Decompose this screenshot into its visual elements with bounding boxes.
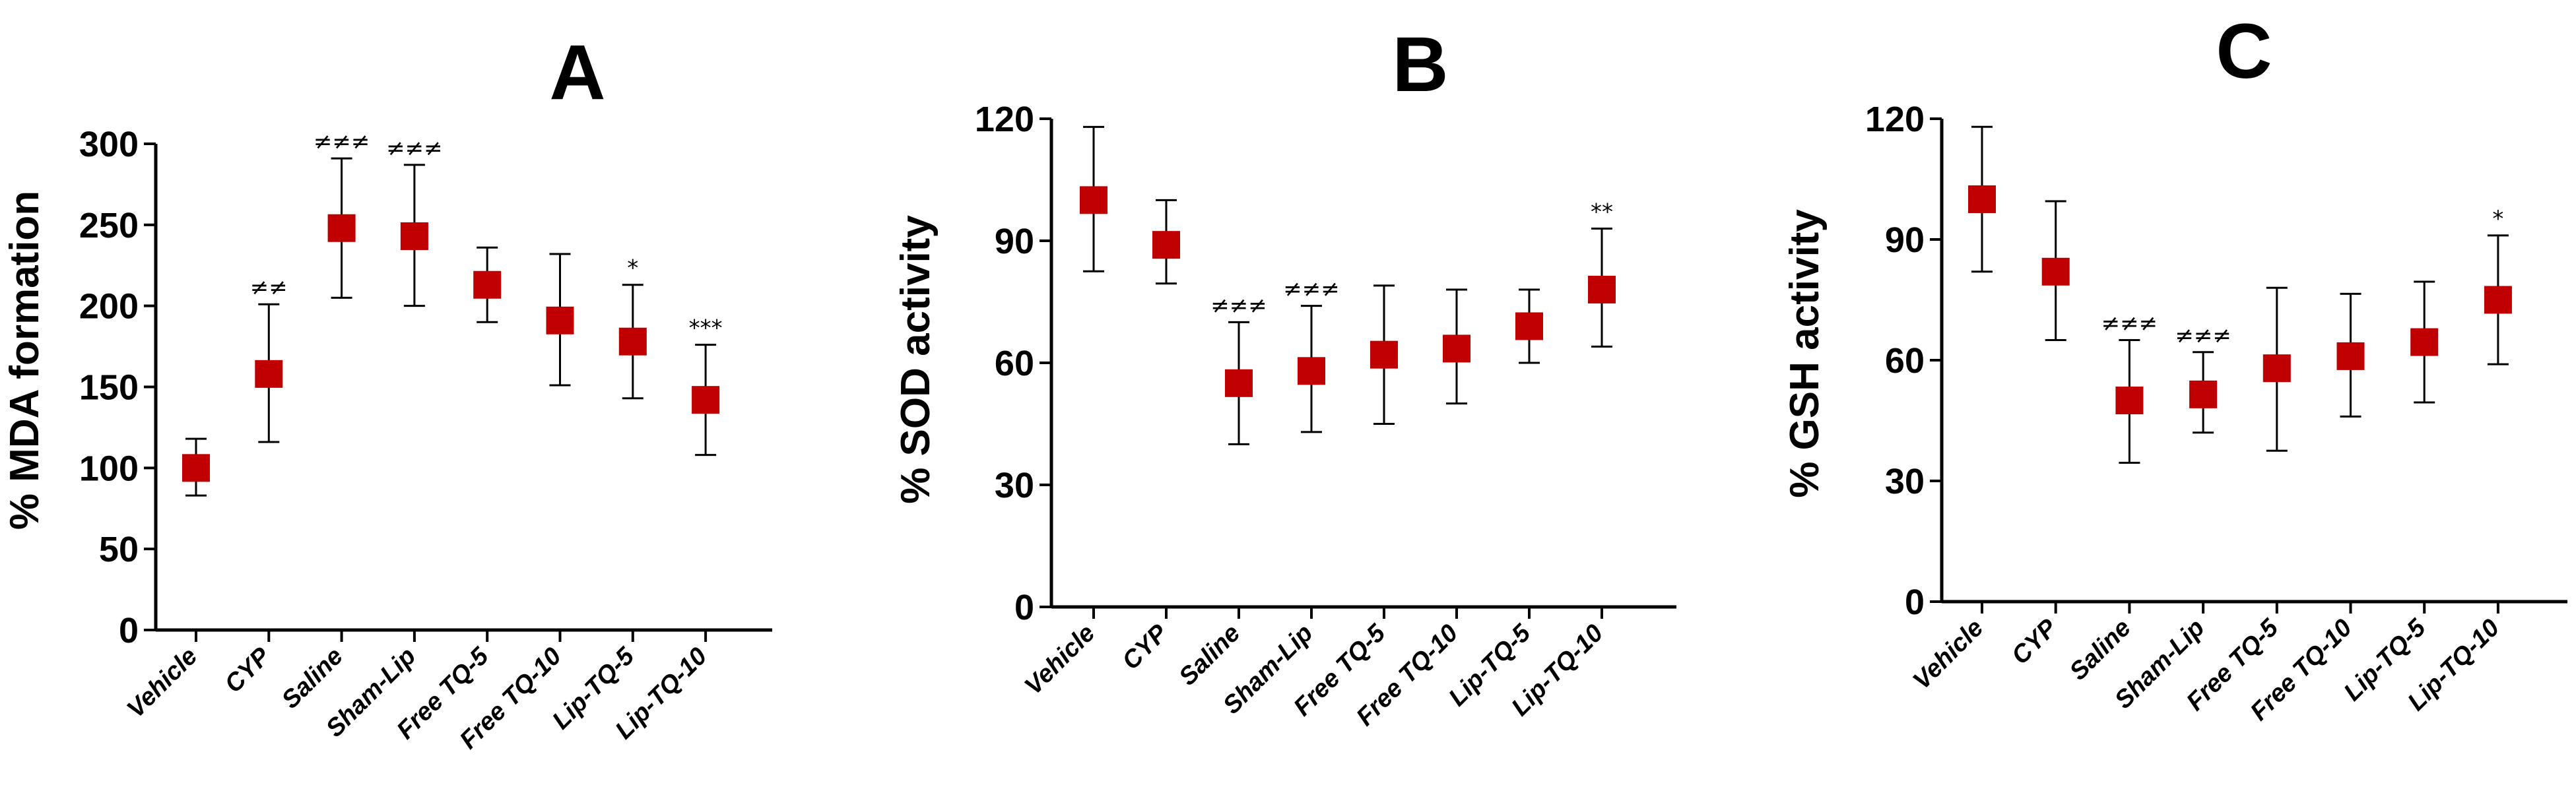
panel-c-data-point bbox=[2115, 387, 2144, 414]
panel-b-data-point bbox=[1370, 340, 1398, 369]
panel-c-data-point bbox=[2410, 328, 2439, 356]
panel-a-ytick-label: 100 bbox=[79, 449, 139, 488]
panel-c-data-point bbox=[1968, 185, 1996, 213]
panel-b-ytick-label: 30 bbox=[995, 466, 1034, 505]
panel-b-ytick-label: 60 bbox=[995, 344, 1034, 383]
panel-c-error-bars bbox=[1971, 125, 2509, 464]
panel-c-ytick-label: 120 bbox=[1865, 100, 1925, 139]
panel-c-category-label: Vehicle bbox=[1908, 614, 1989, 695]
panel-b-ylabel: % SOD activity bbox=[893, 215, 939, 504]
panel-a-significance-label: *** bbox=[689, 315, 723, 342]
panel-b-category-label: CYP bbox=[1117, 619, 1173, 675]
panel-c-category-label: Saline bbox=[2064, 614, 2136, 686]
panel-b-significance-label: ** bbox=[1591, 199, 1613, 226]
panel-c-category-label: CYP bbox=[2006, 614, 2063, 670]
panel-a-data-point bbox=[546, 306, 574, 334]
panel-c-significance-label: ≠≠≠ bbox=[2175, 323, 2231, 349]
panel-b-letter: B bbox=[1392, 21, 1448, 108]
panel-a-data-point bbox=[182, 454, 210, 482]
panel-b-data-point bbox=[1225, 369, 1253, 397]
panel-b-ytick-label: 90 bbox=[995, 222, 1034, 261]
panel-c-data-point bbox=[2336, 342, 2365, 370]
panel-b: B % SOD activity 0 30 60 90 120 Vehicle CYP Sa… bbox=[893, 21, 1676, 732]
panel-c-ytick-label: 0 bbox=[1905, 583, 1925, 622]
panel-c-letter: C bbox=[2216, 8, 2272, 95]
panel-b-data-point bbox=[1152, 231, 1180, 259]
panel-a-category-label: Vehicle bbox=[122, 643, 203, 724]
panel-a-category-label: Saline bbox=[277, 643, 348, 714]
panel-c-significance-label: ≠≠≠ bbox=[2101, 311, 2158, 337]
panel-c-markers bbox=[1968, 185, 2512, 414]
panel-a-error-bars bbox=[185, 157, 717, 497]
panel-c-ylabel: % GSH activity bbox=[1782, 209, 1828, 498]
panel-c-ytick-label: 90 bbox=[1885, 220, 1925, 260]
panel-c-annotations: ≠≠≠ ≠≠≠ * bbox=[2101, 206, 2504, 349]
panel-b-significance-label: ≠≠≠ bbox=[1210, 292, 1267, 319]
panel-b-yticks: 0 30 60 90 120 bbox=[975, 100, 1051, 627]
panel-c-data-point bbox=[2189, 380, 2218, 408]
panel-a-data-point bbox=[618, 327, 647, 356]
panel-a-ytick-label: 150 bbox=[79, 368, 139, 408]
panel-a: A % MDA formation 0 50 100 150 200 250 300 Veh… bbox=[2, 29, 772, 755]
panel-a-yticks: 0 50 100 150 200 250 300 bbox=[79, 125, 156, 650]
panel-c-data-point bbox=[2041, 257, 2070, 286]
panel-b-data-point bbox=[1080, 186, 1107, 214]
panel-a-annotations: ≠≠≠≠≠ ≠≠≠**** bbox=[250, 129, 723, 342]
panel-b-significance-label: ≠≠≠ bbox=[1283, 276, 1339, 303]
panel-c-significance-label: * bbox=[2492, 206, 2503, 232]
panel-c-data-point bbox=[2484, 286, 2512, 314]
panel-a-data-point bbox=[400, 222, 428, 251]
panel-a-category-label: CYP bbox=[220, 642, 276, 698]
panel-a-data-point bbox=[255, 360, 283, 388]
panel-b-annotations: ≠≠≠ ≠≠≠ ** bbox=[1210, 199, 1613, 319]
panel-a-ytick-label: 50 bbox=[99, 530, 139, 569]
panel-c-yticks: 0 30 60 90 120 bbox=[1865, 100, 1942, 622]
panel-a-data-point bbox=[327, 214, 356, 242]
panel-a-ytick-label: 0 bbox=[119, 611, 139, 650]
panel-b-data-point bbox=[1588, 276, 1616, 303]
panel-a-ytick-label: 300 bbox=[79, 125, 139, 164]
panel-b-ytick-label: 0 bbox=[1014, 588, 1034, 627]
panel-b-category-label: Vehicle bbox=[1020, 619, 1101, 701]
panel-a-significance-label: ≠≠ bbox=[250, 274, 288, 301]
panel-c-ytick-label: 30 bbox=[1885, 462, 1925, 501]
panel-a-significance-label: * bbox=[627, 255, 638, 282]
panel-a-ytick-label: 250 bbox=[79, 206, 139, 245]
panel-b-error-bars bbox=[1083, 125, 1612, 445]
panel-b-data-point bbox=[1298, 357, 1325, 385]
panel-b-ytick-label: 120 bbox=[975, 100, 1034, 139]
panel-a-data-point bbox=[473, 270, 502, 299]
panel-b-data-point bbox=[1515, 312, 1543, 340]
panel-a-letter: A bbox=[549, 29, 605, 116]
panel-b-category-label: Saline bbox=[1174, 619, 1246, 691]
panel-a-ylabel: % MDA formation bbox=[2, 191, 48, 530]
panel-a-data-point bbox=[692, 386, 720, 414]
panel-b-data-point bbox=[1443, 334, 1470, 363]
panel-c-data-point bbox=[2262, 354, 2291, 383]
panel-a-ytick-label: 200 bbox=[79, 287, 139, 327]
panel-b-markers bbox=[1080, 186, 1616, 397]
panel-a-significance-label: ≠≠≠ bbox=[386, 135, 442, 162]
panel-c-ytick-label: 60 bbox=[1885, 341, 1925, 381]
panel-c: C % GSH activity 0 30 60 90 120 Vehicle CYP Sa… bbox=[1782, 8, 2567, 726]
panel-a-significance-label: ≠≠≠ bbox=[314, 129, 370, 155]
panel-a-markers bbox=[182, 214, 720, 482]
